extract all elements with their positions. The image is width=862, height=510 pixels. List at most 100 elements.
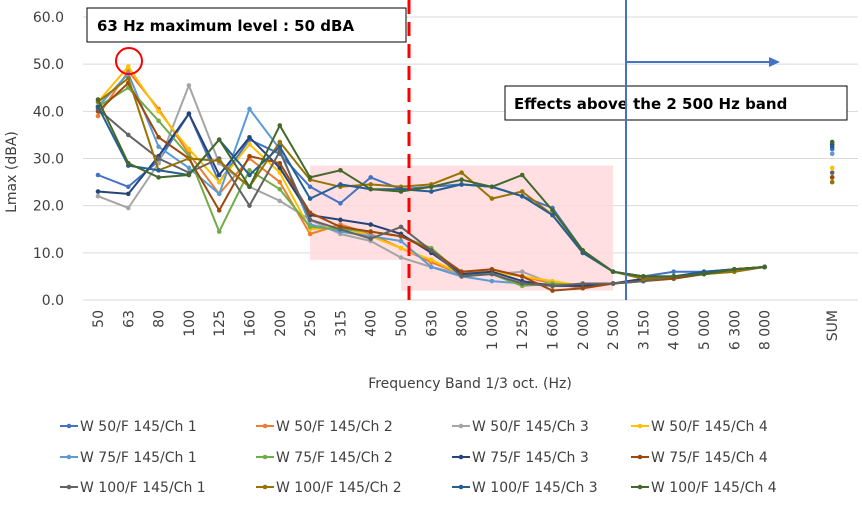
series-point (247, 203, 252, 208)
low-freq-highlight-band (310, 165, 401, 260)
x-tick-label: 6 300 (727, 310, 743, 350)
max-level-annotation: 63 Hz maximum level : 50 dBA (86, 7, 407, 75)
legend-marker (637, 484, 643, 490)
x-tick-label: 2 000 (576, 310, 592, 350)
legend-item: W 50/F 145/Ch 1 (60, 419, 197, 435)
series-point (307, 175, 313, 180)
series-point (126, 64, 131, 69)
series-point (95, 113, 101, 119)
series-point (398, 238, 404, 244)
series-point (368, 182, 374, 187)
series-point (126, 191, 131, 197)
series-point (338, 167, 343, 173)
y-tick-label: 0.0 (42, 293, 64, 309)
sum-point (829, 139, 835, 145)
legend-marker (262, 423, 268, 429)
series-point (277, 123, 283, 128)
series-point (307, 210, 313, 216)
sum-point (829, 144, 835, 150)
sum-point (829, 175, 835, 180)
series-point (277, 139, 283, 145)
x-tick-label: 63 (121, 310, 137, 328)
series-point (550, 212, 555, 218)
series-point (156, 109, 161, 114)
legend-marker (262, 484, 268, 490)
series-point (459, 182, 464, 187)
effects-annotation: Effects above the 2 500 Hz band (504, 85, 848, 121)
legend-item: W 75/F 145/Ch 2 (256, 450, 393, 466)
legend-label: W 75/F 145/Ch 2 (276, 450, 393, 466)
x-tick-label: 1 600 (546, 310, 562, 350)
sum-point (829, 151, 835, 157)
legend-item: W 75/F 145/Ch 3 (452, 450, 589, 466)
series-point (489, 267, 495, 272)
series-point (580, 281, 586, 286)
series-point (489, 196, 495, 201)
max-level-circle (115, 47, 143, 75)
series-point (156, 144, 161, 150)
series-point (216, 179, 222, 185)
x-axis-ticks: 50 63 80 100 125 160 200 250 315 400 500 630 800 1 00… (91, 310, 841, 350)
legend-marker (66, 484, 72, 490)
series-point (519, 189, 525, 194)
series-point (277, 179, 283, 185)
legend-item: W 50/F 145/Ch 4 (631, 419, 768, 435)
x-tick-label: 8 000 (758, 310, 774, 350)
legend-item: W 100/F 145/Ch 4 (631, 480, 777, 496)
legend: W 50/F 145/Ch 1 W 50/F 145/Ch 2 W 50/F 145… (60, 419, 777, 496)
series-point (580, 248, 586, 253)
series-point (732, 267, 737, 272)
legend-marker (66, 454, 72, 460)
series-point (489, 184, 495, 190)
series-point (126, 205, 131, 211)
y-tick-label: 30.0 (33, 152, 64, 168)
legend-label: W 100/F 145/Ch 1 (80, 480, 206, 496)
series-point (216, 172, 222, 178)
series-point (580, 285, 586, 291)
legend-item: W 50/F 145/Ch 2 (256, 419, 393, 435)
series-point (186, 172, 192, 178)
series-point (398, 255, 404, 260)
series-point (156, 134, 161, 140)
series-point (247, 172, 252, 178)
x-tick-label: 1 000 (485, 310, 501, 350)
series-point (368, 222, 374, 227)
series-point (429, 264, 434, 270)
x-tick-label: 3 150 (636, 310, 652, 350)
series-point (156, 175, 161, 180)
series-point (277, 160, 283, 166)
series-point (247, 134, 252, 140)
legend-label: W 50/F 145/Ch 1 (80, 419, 197, 435)
sum-points (829, 139, 835, 185)
series-point (398, 189, 404, 194)
series-point (216, 208, 222, 213)
series-point (459, 269, 464, 275)
x-tick-label: 4 000 (667, 310, 683, 350)
sum-point (829, 165, 835, 171)
series-point (307, 196, 313, 201)
y-axis-title: Lmax (dBA) (4, 131, 20, 213)
series-point (247, 106, 252, 112)
series-point (550, 288, 555, 293)
series-point (186, 146, 192, 152)
effects-arrow (626, 57, 780, 67)
x-tick-label: 200 (273, 310, 289, 337)
legend-label: W 100/F 145/Ch 2 (276, 480, 402, 496)
series-point (126, 184, 131, 190)
series-point (429, 257, 434, 263)
effects-box (504, 85, 848, 121)
series-point (368, 236, 374, 241)
series-lines (95, 64, 767, 293)
legend-marker (637, 423, 643, 429)
legend-item: W 75/F 145/Ch 1 (60, 450, 197, 466)
x-tick-label: 2 500 (606, 310, 622, 350)
legend-marker (458, 423, 464, 429)
series-point (398, 224, 404, 230)
series-point (95, 189, 101, 194)
y-axis-ticks: 0.0 10.0 20.0 30.0 40.0 50.0 60.0 (33, 10, 64, 309)
x-tick-label: 400 (364, 310, 380, 337)
legend-marker (458, 454, 464, 460)
y-tick-label: 60.0 (33, 10, 64, 26)
series-point (671, 274, 676, 279)
